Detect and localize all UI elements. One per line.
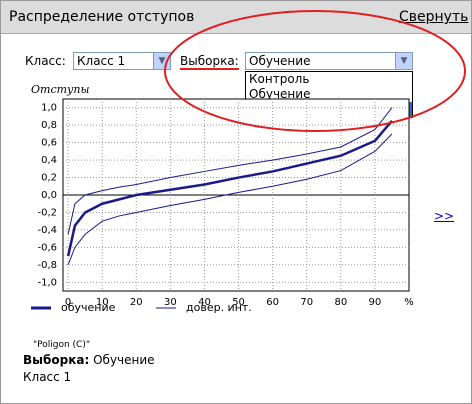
copyright: "Poligon (C)" [33, 340, 90, 350]
select-value: Класс 1 [77, 54, 126, 68]
legend-label: довер. инт. [186, 301, 252, 314]
footer-class: Класс 1 [23, 370, 72, 384]
line [66, 120, 393, 257]
x-tick-label: 10 [96, 297, 109, 308]
y-axis-label: Отступы [31, 83, 90, 96]
x-tick-label: 70 [300, 297, 313, 308]
y-tick-label: -0,4 [37, 225, 57, 236]
y-tick-label: 1,0 [41, 103, 57, 114]
next-link[interactable]: >> [434, 209, 455, 223]
x-axis-label: % [404, 297, 414, 308]
select-value: Обучение [249, 54, 311, 68]
ci-lower [67, 133, 393, 265]
x-tick-label: 40 [198, 297, 211, 308]
footer-sample: Выборка: Обучение [23, 353, 155, 367]
select-arrow: ▼ [395, 53, 412, 69]
x-tick-label: 20 [130, 297, 143, 308]
class-label: Класс: [25, 54, 66, 68]
y-tick-label: -0,2 [37, 207, 57, 218]
y-tick-label: 0,8 [41, 120, 57, 131]
footer-sample-value: Обучение [93, 353, 155, 367]
y-tick-label: 0,2 [41, 173, 57, 184]
x-tick-label: 90 [369, 297, 382, 308]
select-arrow: ▼ [153, 53, 170, 69]
y-tick-label: -0,6 [37, 242, 57, 253]
x-tick-label: 30 [164, 297, 177, 308]
ci-upper [67, 107, 393, 235]
class-select[interactable]: Класс 1 ▼ [73, 52, 171, 70]
y-tick-label: -0,8 [37, 260, 57, 271]
x-tick-label: 80 [334, 297, 347, 308]
sample-select[interactable]: Обучение ▼ [245, 52, 413, 70]
collapse-link[interactable]: Свернуть [399, 9, 469, 25]
x-tick-label: 60 [266, 297, 279, 308]
sample-label: Выборка: [180, 54, 239, 70]
legend-label: обучение [61, 301, 116, 314]
title: Распределение отступов [9, 9, 195, 25]
chart: Отступы 1,0 0,8 0,6 0,4 0,2 0,0 -0,2 -0,4 -0,6 -0,… [31, 83, 414, 314]
y-tick-label: -1,0 [37, 277, 57, 288]
y-tick-label: 0,6 [41, 138, 57, 149]
y-tick-label: 0,4 [41, 155, 57, 166]
x-tick-label: 0 [65, 297, 71, 308]
footer-sample-label: Выборка: [23, 353, 90, 367]
x-tick-label: 50 [232, 297, 245, 308]
y-tick-label: 0,0 [41, 190, 57, 201]
